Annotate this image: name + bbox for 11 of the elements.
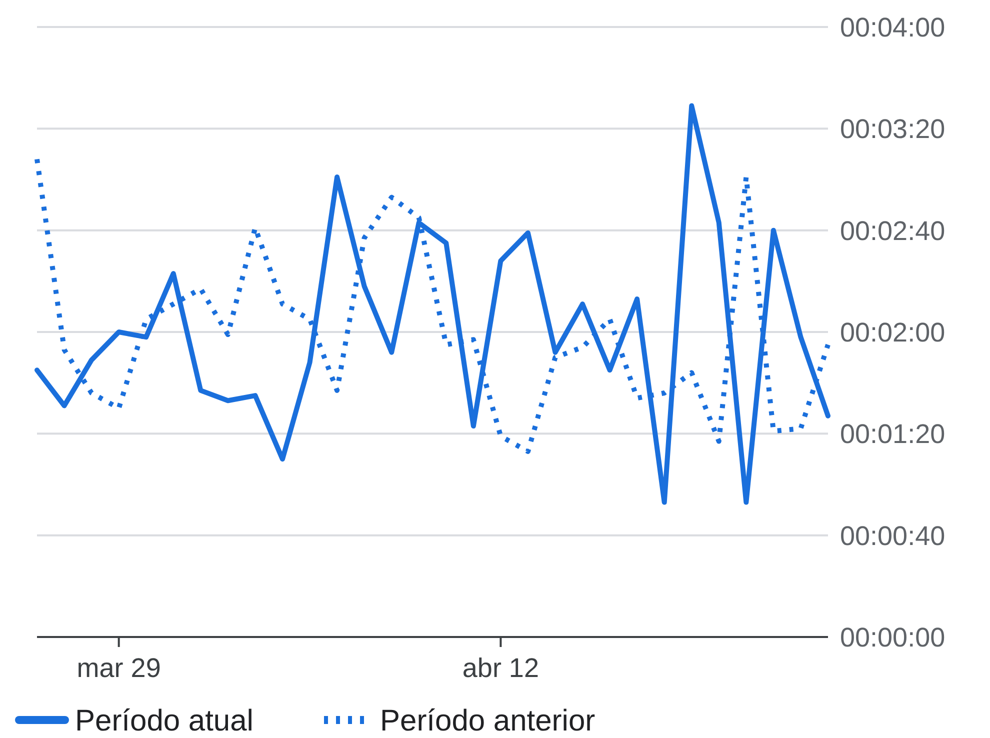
y-tick-label: 00:04:00 <box>840 12 946 42</box>
x-tick-label: abr 12 <box>462 653 539 683</box>
x-tick-label: mar 29 <box>76 653 161 683</box>
y-tick-label: 00:00:00 <box>840 622 946 652</box>
y-tick-label: 00:02:00 <box>840 317 946 348</box>
legend-label: Período anterior <box>380 704 596 738</box>
y-tick-label: 00:00:40 <box>840 520 946 551</box>
y-tick-label: 00:02:40 <box>840 216 946 246</box>
legend-label: Período atual <box>75 704 254 738</box>
y-tick-label: 00:03:20 <box>840 114 946 144</box>
y-tick-label: 00:01:20 <box>840 419 946 450</box>
